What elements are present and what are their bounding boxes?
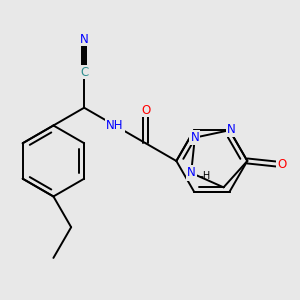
Text: N: N xyxy=(187,167,196,179)
Text: N: N xyxy=(80,33,88,46)
Text: C: C xyxy=(80,66,88,79)
Text: O: O xyxy=(277,158,286,171)
Text: NH: NH xyxy=(106,119,124,132)
Text: N: N xyxy=(190,131,199,144)
Text: O: O xyxy=(141,104,150,117)
Text: –H: –H xyxy=(199,171,211,181)
Text: N: N xyxy=(227,123,236,136)
